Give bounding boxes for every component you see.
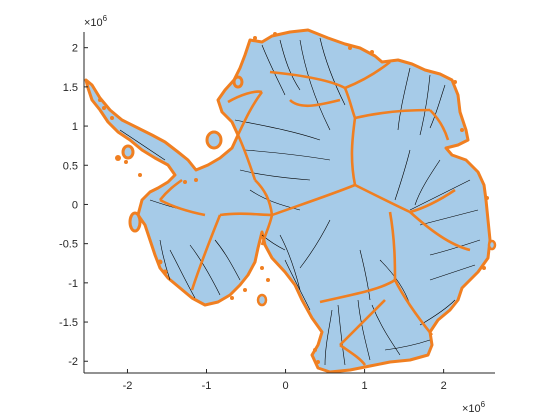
y-tick-label: 0.5 (63, 160, 78, 172)
x-tick-label: 0 (282, 380, 288, 392)
y-tick-label: 0 (72, 199, 78, 211)
coastal-fringe (98, 32, 489, 364)
axes: 2 1.5 1 0.5 0 -0.5 -1 -1.5 -2 -2 -1 0 1 2 ×106 ×106 (59, 14, 495, 415)
y-tick-label: 1.5 (63, 82, 78, 94)
y-tick-label: -1.5 (59, 317, 78, 329)
y-tick-label: 1 (72, 121, 78, 133)
y-tick-label: -0.5 (59, 239, 78, 251)
y-tick-label: -2 (68, 356, 78, 368)
island (256, 293, 268, 307)
basin-boundaries (158, 60, 471, 366)
x-tick-label: -2 (123, 380, 133, 392)
y-tick-label: 2 (72, 43, 78, 55)
x-tick-label: -1 (202, 380, 212, 392)
map-layer (84, 28, 497, 374)
island (205, 130, 223, 150)
y-axis-multiplier: ×106 (84, 14, 108, 29)
island (128, 211, 142, 233)
x-tick-label: 2 (441, 380, 447, 392)
x-axis-multiplier: ×106 (462, 400, 486, 415)
x-tick-label: 1 (362, 380, 368, 392)
y-tick-label: -1 (68, 278, 78, 290)
island (487, 239, 497, 251)
island (121, 144, 135, 160)
island (232, 75, 244, 89)
